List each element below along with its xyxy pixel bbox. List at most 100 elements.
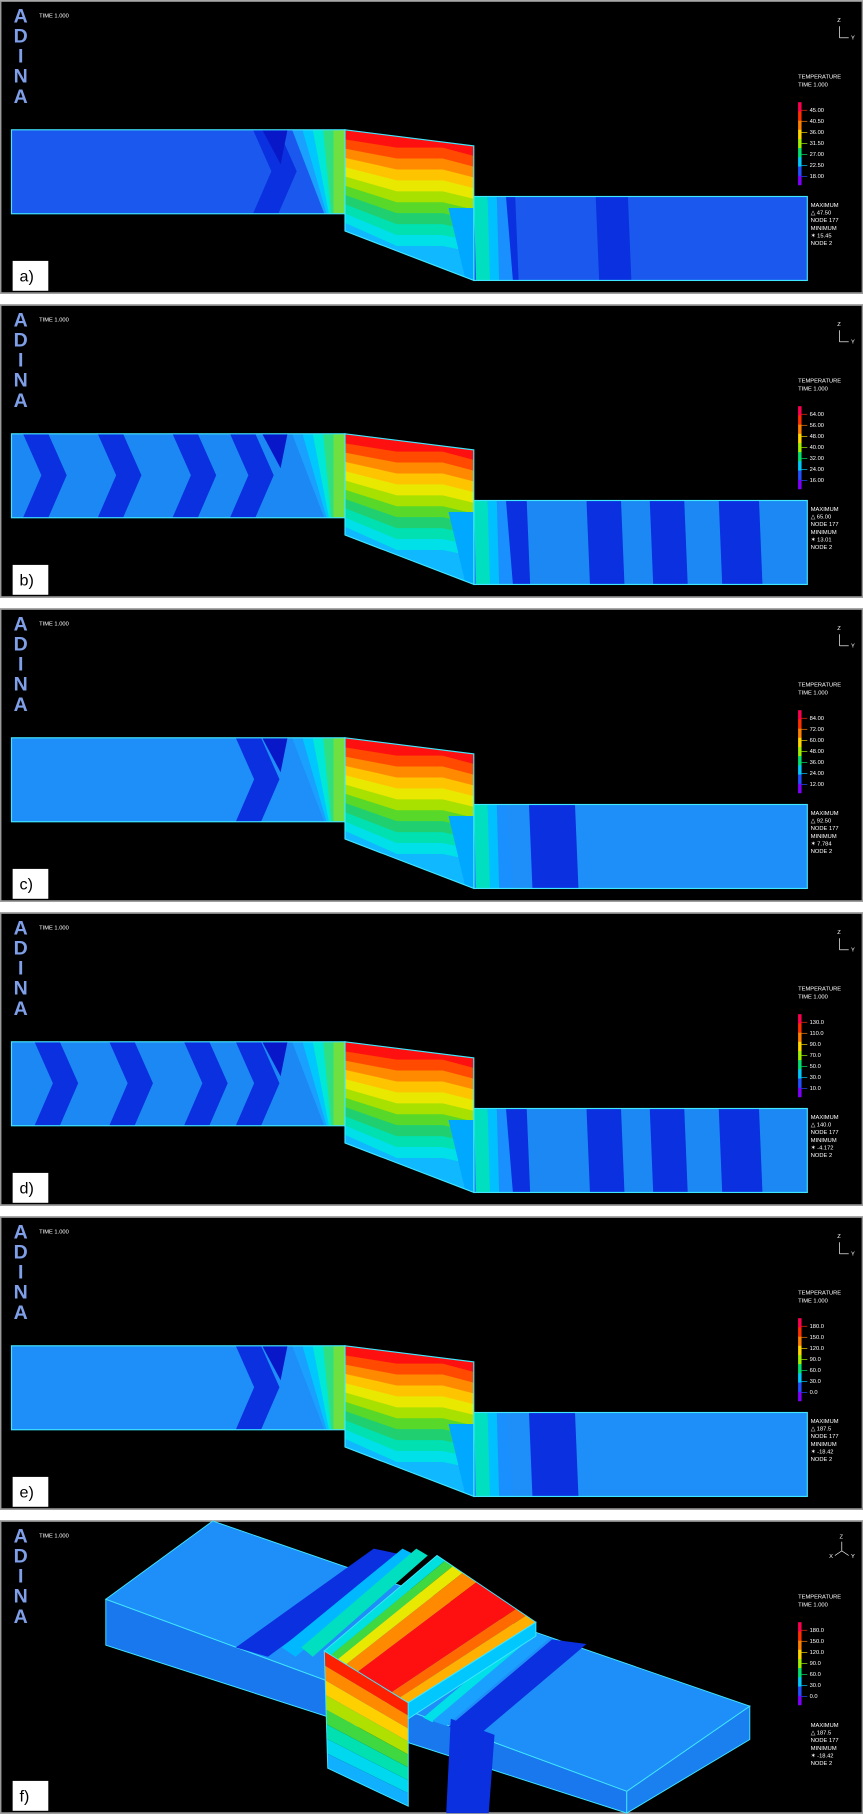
legend-swatch [798, 756, 801, 765]
legend-swatch [798, 406, 801, 415]
left-block [12, 738, 346, 822]
extreme-min-node: NODE 2 [811, 1761, 832, 1767]
legend-tick-label: 150.0 [810, 1639, 824, 1645]
dark-region [650, 1109, 688, 1193]
legend-swatch [798, 139, 801, 148]
extreme-max-node: NODE 177 [811, 1130, 839, 1136]
legend-tick-label: 22.50 [810, 163, 824, 169]
legend-swatch [798, 1696, 801, 1705]
legend-swatch [798, 434, 801, 443]
legend-swatch [798, 148, 801, 157]
extreme-min-label: MINIMUM [811, 226, 837, 232]
logo-letter: N [14, 978, 28, 1000]
panel: ADINATIME 1.000ZYTEMPERATURETIME 1.00045… [1, 1, 863, 293]
logo-letter: A [14, 917, 28, 939]
contour-band [334, 1042, 346, 1126]
contour-band [334, 434, 346, 518]
logo-letter: A [14, 86, 28, 108]
legend-tick-label: 60.0 [810, 1368, 821, 1374]
extreme-min-node: NODE 2 [811, 849, 832, 855]
legend-time: TIME 1.000 [798, 994, 828, 1000]
legend-swatch [798, 729, 801, 738]
legend-tick-label: 60.00 [810, 738, 824, 744]
logo-letter: A [14, 694, 28, 716]
panel: ADINATIME 1.000ZXYTEMPERATURETIME 1.0001… [1, 1521, 863, 1813]
right-block [474, 197, 808, 281]
legend-swatch [798, 452, 801, 461]
legend-tick-label: 180.0 [810, 1324, 824, 1330]
extreme-max-node: NODE 177 [811, 1434, 839, 1440]
dark-region [719, 501, 763, 585]
legend-swatch [798, 747, 801, 756]
legend-tick-label: 120.0 [810, 1650, 824, 1656]
extreme-min-value: ✶ -18.42 [811, 1449, 834, 1456]
legend-time: TIME 1.000 [798, 1602, 828, 1608]
legend-tick-label: 50.0 [810, 1064, 821, 1070]
logo-letter: A [14, 1525, 28, 1547]
panel-label: e) [20, 1483, 34, 1501]
legend-swatch [798, 1042, 801, 1051]
legend-tick-label: 56.00 [810, 423, 824, 429]
axis-label: Y [851, 643, 855, 649]
legend-title: TEMPERATURE [798, 1594, 841, 1600]
extreme-max-value: △ 65.00 [811, 515, 831, 521]
legend-tick-label: 40.00 [810, 445, 824, 451]
axis-label: Z [837, 322, 841, 328]
legend-tick-label: 150.0 [810, 1335, 824, 1341]
time-label: TIME 1.000 [39, 925, 69, 931]
extreme-max-label: MAXIMUM [811, 507, 839, 513]
legend-tick-label: 0.0 [810, 1390, 818, 1396]
logo-letter: A [14, 613, 28, 635]
logo-letter: I [18, 1262, 23, 1284]
right-block [474, 805, 808, 889]
legend-swatch [798, 1641, 801, 1650]
legend-title: TEMPERATURE [798, 986, 841, 992]
legend-tick-label: 60.0 [810, 1672, 821, 1678]
legend-time: TIME 1.000 [798, 690, 828, 696]
logo-letter: I [18, 654, 23, 676]
extreme-max-label: MAXIMUM [811, 1419, 839, 1425]
legend-tick-label: 90.0 [810, 1042, 821, 1048]
legend-tick-label: 45.00 [810, 108, 824, 114]
legend-swatch [798, 425, 801, 434]
extreme-max-label: MAXIMUM [811, 811, 839, 817]
legend-swatch [798, 1337, 801, 1346]
legend-time: TIME 1.000 [798, 82, 828, 88]
extreme-min-value: ✶ -18.42 [811, 1753, 834, 1760]
legend-swatch [798, 1088, 801, 1097]
legend-tick-label: 84.00 [810, 716, 824, 722]
logo-letter: A [14, 309, 28, 331]
legend-tick-label: 70.0 [810, 1053, 821, 1059]
legend-swatch [798, 471, 801, 480]
logo-letter: D [14, 329, 28, 351]
axis-label: X [829, 1554, 833, 1560]
legend-swatch [798, 784, 801, 793]
panel: ADINATIME 1.000ZYTEMPERATURETIME 1.00013… [1, 913, 863, 1205]
panel-label: f) [20, 1787, 30, 1805]
legend-tick-label: 32.00 [810, 456, 824, 462]
logo-letter: A [14, 1302, 28, 1324]
dark-region [719, 1109, 763, 1193]
dark-region [650, 501, 688, 585]
legend-swatch [798, 111, 801, 120]
logo-letter: D [14, 937, 28, 959]
legend-title: TEMPERATURE [798, 1290, 841, 1296]
axis-label: Z [840, 1535, 844, 1541]
axis-label: Z [837, 930, 841, 936]
legend-swatch [798, 719, 801, 728]
legend-tick-label: 27.00 [810, 152, 824, 158]
extreme-min-value: ✶ -4.172 [811, 1145, 834, 1152]
legend-swatch [798, 1373, 801, 1382]
legend-swatch [798, 1668, 801, 1677]
extreme-min-label: MINIMUM [811, 834, 837, 840]
legend-tick-label: 16.00 [810, 478, 824, 484]
logo-letter: I [18, 1566, 23, 1588]
legend-tick-label: 0.0 [810, 1694, 818, 1700]
legend-tick-label: 64.00 [810, 412, 824, 418]
right-block [474, 1413, 808, 1497]
logo-letter: A [14, 1606, 28, 1628]
axis-label: Z [837, 626, 841, 632]
legend-swatch [798, 1014, 801, 1023]
legend-title: TEMPERATURE [798, 682, 841, 688]
legend-swatch [798, 1033, 801, 1042]
